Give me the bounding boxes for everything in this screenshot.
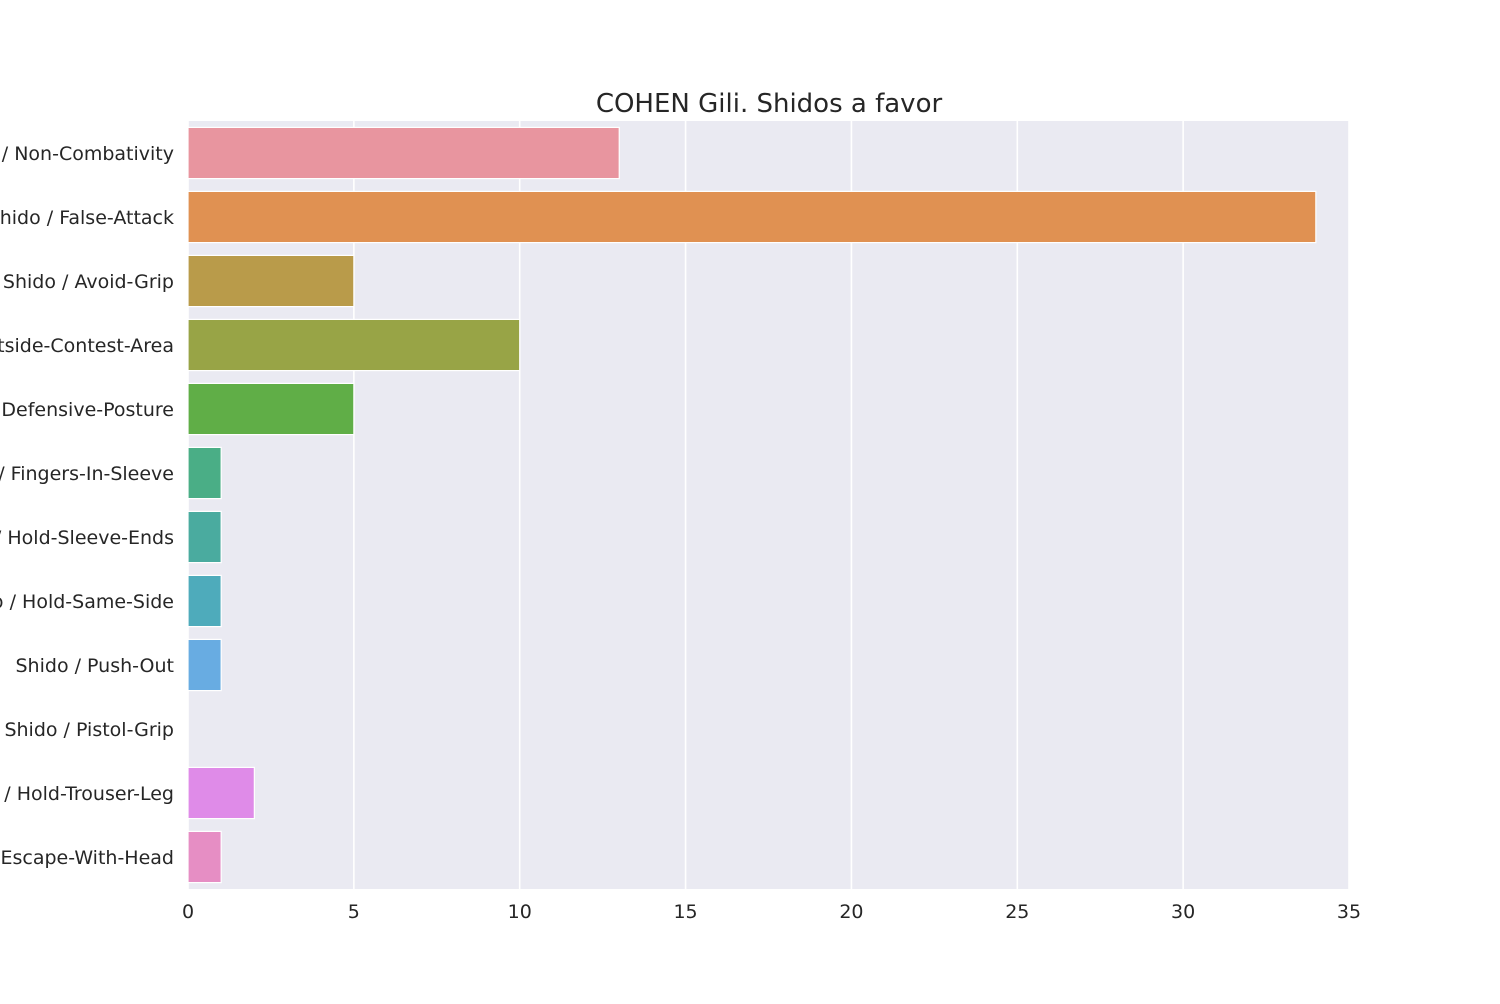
grid-lines bbox=[187, 121, 1350, 889]
x-tick-label: 30 bbox=[1171, 901, 1195, 923]
x-tick-labels: 0 5 10 15 20 25 30 35 bbox=[182, 901, 1361, 923]
y-tick-label: Shido / False-Attack bbox=[0, 207, 174, 229]
x-tick-label: 10 bbox=[508, 901, 532, 923]
bar bbox=[187, 574, 222, 628]
bar bbox=[187, 126, 620, 180]
bar bbox=[187, 510, 222, 564]
bar bbox=[187, 766, 255, 820]
y-tick-label: Shido / Non-Combativity bbox=[0, 143, 174, 165]
y-tick-label: Shido / Hold-Trouser-Leg bbox=[0, 783, 174, 805]
y-tick-label: Shido / Outside-Contest-Area bbox=[0, 335, 174, 357]
x-tick-label: 25 bbox=[1005, 901, 1029, 923]
y-tick-label: Shido / Avoid-Grip bbox=[3, 271, 174, 293]
y-tick-label: Shido / Escape-With-Head bbox=[0, 847, 174, 869]
bars bbox=[187, 126, 1317, 884]
x-tick-label: 0 bbox=[182, 901, 194, 923]
y-tick-label: Shido / Fingers-In-Sleeve bbox=[0, 463, 174, 485]
plot-area bbox=[188, 121, 1349, 889]
y-tick-label: Shido / Hold-Sleeve-Ends bbox=[0, 527, 174, 549]
bar bbox=[187, 382, 355, 436]
bar bbox=[187, 638, 222, 692]
x-tick-label: 35 bbox=[1337, 901, 1361, 923]
bar bbox=[187, 254, 355, 308]
y-tick-labels: Shido / Non-Combativity Shido / False-Att… bbox=[0, 143, 174, 869]
x-tick-label: 15 bbox=[673, 901, 697, 923]
bar bbox=[187, 190, 1317, 244]
x-tick-label: 20 bbox=[839, 901, 863, 923]
y-tick-label: Shido / Push-Out bbox=[16, 655, 175, 677]
x-tick-label: 5 bbox=[348, 901, 360, 923]
y-tick-label: Shido / Defensive-Posture bbox=[0, 399, 174, 421]
bar bbox=[187, 830, 222, 884]
bar bbox=[187, 318, 521, 372]
y-tick-label: Shido / Pistol-Grip bbox=[4, 719, 174, 741]
y-tick-label: Shido / Hold-Same-Side bbox=[0, 591, 174, 613]
bar bbox=[187, 446, 222, 500]
chart-title: COHEN Gili. Shidos a favor bbox=[596, 89, 943, 119]
